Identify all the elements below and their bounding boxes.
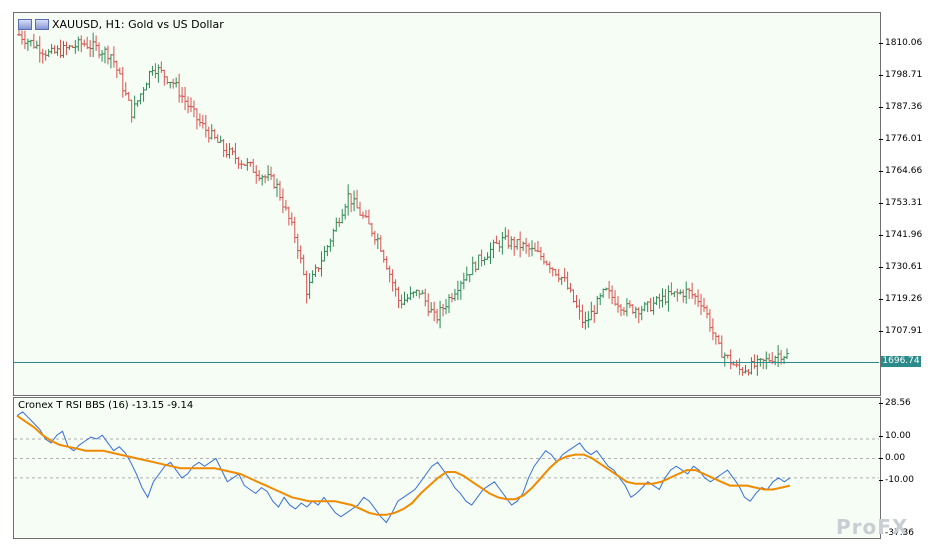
price-tick: 1741.96 — [878, 230, 923, 240]
chart-window-icon — [18, 18, 32, 30]
indicator-tick: -37.36 — [878, 528, 915, 538]
chart-title-text: XAUUSD, H1: Gold vs US Dollar — [52, 17, 224, 31]
price-tick: 1707.91 — [878, 326, 923, 336]
price-tick: 1764.66 — [878, 166, 923, 176]
watermark-logo: ProFX — [836, 515, 909, 539]
current-price-label: 1696.74 — [881, 356, 921, 367]
price-chart-pane[interactable] — [13, 12, 881, 396]
price-tick: 1810.06 — [878, 38, 923, 48]
price-axis[interactable]: 1810.06 1798.71 1787.36 1776.01 1764.66 … — [878, 12, 946, 538]
indicator-tick: 0.00 — [878, 453, 906, 463]
price-tick: 1787.36 — [878, 102, 923, 112]
chart-window-icon — [35, 18, 49, 30]
price-tick: 1730.61 — [878, 262, 923, 272]
indicator-pane[interactable] — [13, 397, 881, 539]
indicator-label: Cronex T RSI BBS (16) -13.15 -9.14 — [18, 400, 194, 411]
rsi-line — [16, 411, 791, 524]
signal-line — [16, 414, 791, 516]
indicator-tick: -10.00 — [878, 475, 915, 485]
price-tick: 1776.01 — [878, 134, 923, 144]
indicator-tick: 28.56 — [879, 398, 911, 408]
price-tick: 1753.31 — [878, 198, 923, 208]
price-tick: 1798.71 — [878, 70, 923, 80]
indicator-tick: 10.00 — [879, 431, 911, 441]
chart-title: XAUUSD, H1: Gold vs US Dollar — [18, 17, 224, 31]
price-tick: 1719.26 — [878, 294, 923, 304]
